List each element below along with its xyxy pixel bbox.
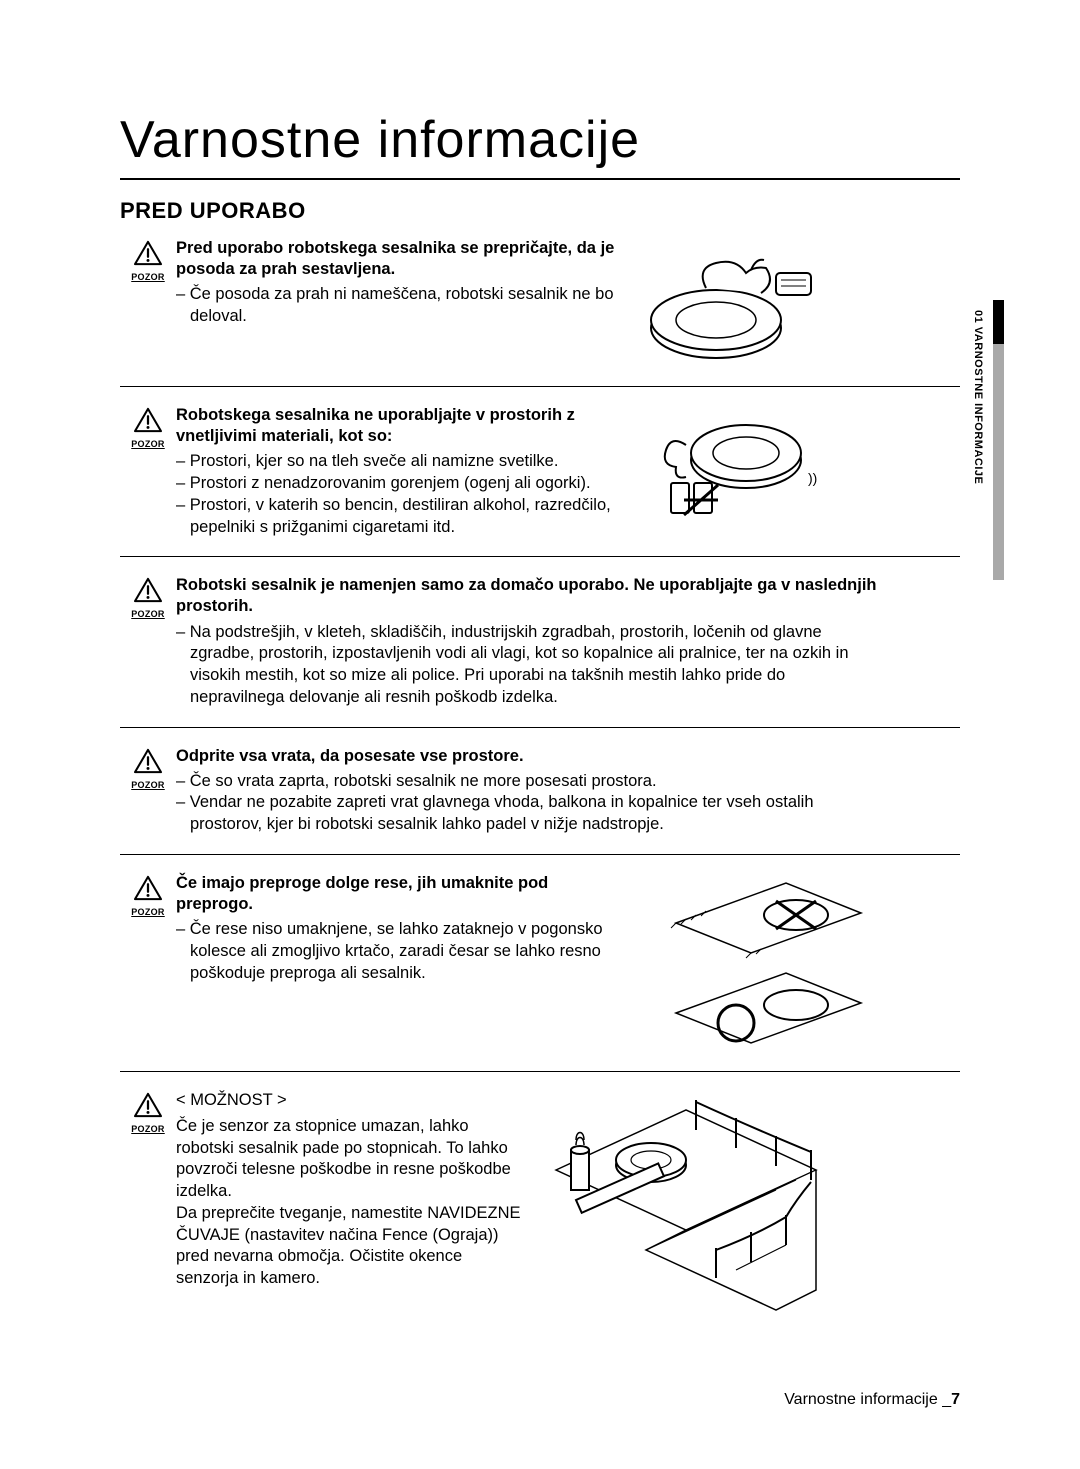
caution-block: POZOR < MOŽNOST > Če je senzor za stopni… <box>120 1090 960 1338</box>
caution-bold: Odprite vsa vrata, da posesate vse prost… <box>176 746 884 767</box>
caution-symbol: POZOR <box>120 1090 176 1134</box>
caution-block: POZOR Če imajo preproge dolge rese, jih … <box>120 873 960 1072</box>
caution-block: POZOR Odprite vsa vrata, da posesate vse… <box>120 746 960 855</box>
warning-triangle-icon <box>133 407 163 433</box>
warning-triangle-icon <box>133 748 163 774</box>
caution-line: – Na podstrešjih, v kleteh, skladiščih, … <box>176 622 884 709</box>
caution-line: – Če rese niso umaknjene, se lahko zatak… <box>176 919 624 984</box>
page-title: Varnostne informacije <box>120 110 960 180</box>
side-tab-marker <box>993 300 1004 344</box>
caution-line: – Prostori, kjer so na tleh sveče ali na… <box>176 451 624 473</box>
caution-line: – Če posoda za prah ni nameščena, robots… <box>176 284 624 328</box>
warning-triangle-icon <box>133 1092 163 1118</box>
carpet-icon <box>636 873 896 1053</box>
stairs-icon <box>536 1090 826 1320</box>
illustration-dustbin <box>636 238 826 368</box>
caution-bold: Robotski sesalnik je namenjen samo za do… <box>176 575 884 617</box>
footer-page-number: 7 <box>951 1391 960 1408</box>
caution-text: Odprite vsa vrata, da posesate vse prost… <box>176 746 896 836</box>
side-tab-label: 01 VARNOSTNE INFORMACIJE <box>972 310 984 484</box>
caution-label: POZOR <box>120 439 176 449</box>
caution-text: Robotski sesalnik je namenjen samo za do… <box>176 575 896 708</box>
caution-text: < MOŽNOST > Če je senzor za stopnice uma… <box>176 1090 536 1290</box>
warning-triangle-icon <box>133 240 163 266</box>
caution-para: Da preprečite tveganje, namestite NAVIDE… <box>176 1203 524 1290</box>
warning-triangle-icon <box>133 577 163 603</box>
dustbin-icon <box>636 238 826 368</box>
caution-label: POZOR <box>120 1124 176 1134</box>
caution-bold: Pred uporabo robotskega sesalnika se pre… <box>176 238 624 280</box>
illustration-stairs <box>536 1090 826 1320</box>
side-tab: 01 VARNOSTNE INFORMACIJE <box>968 300 1004 580</box>
side-tab-track <box>993 344 1004 580</box>
caution-bold: Robotskega sesalnika ne uporabljajte v p… <box>176 405 624 447</box>
illustration-carpet <box>636 873 896 1053</box>
caution-line: – Vendar ne pozabite zapreti vrat glavne… <box>176 792 884 836</box>
caution-para: Če je senzor za stopnice umazan, lahko r… <box>176 1116 524 1203</box>
caution-symbol: POZOR <box>120 405 176 449</box>
svg-text:)): )) <box>808 470 817 486</box>
caution-text: Robotskega sesalnika ne uporabljajte v p… <box>176 405 636 538</box>
section-heading: PRED UPORABO <box>120 198 960 224</box>
caution-symbol: POZOR <box>120 746 176 790</box>
caution-symbol: POZOR <box>120 873 176 917</box>
caution-text: Če imajo preproge dolge rese, jih umakni… <box>176 873 636 985</box>
caution-block: POZOR Robotski sesalnik je namenjen samo… <box>120 575 960 727</box>
option-heading: < MOŽNOST > <box>176 1090 524 1112</box>
caution-label: POZOR <box>120 907 176 917</box>
caution-symbol: POZOR <box>120 238 176 282</box>
caution-symbol: POZOR <box>120 575 176 619</box>
caution-line: – Prostori, v katerih so bencin, destili… <box>176 495 624 539</box>
caution-label: POZOR <box>120 780 176 790</box>
caution-bold: Če imajo preproge dolge rese, jih umakni… <box>176 873 624 915</box>
flammable-icon: )) <box>636 405 826 535</box>
caution-text: Pred uporabo robotskega sesalnika se pre… <box>176 238 636 328</box>
caution-line: – Prostori z nenadzorovanim gorenjem (og… <box>176 473 624 495</box>
caution-line: – Če so vrata zaprta, robotski sesalnik … <box>176 771 884 793</box>
page-footer: Varnostne informacije _7 <box>784 1391 960 1409</box>
illustration-flammable: )) <box>636 405 826 535</box>
footer-text: Varnostne informacije _ <box>784 1391 951 1408</box>
caution-block: POZOR Pred uporabo robotskega sesalnika … <box>120 238 960 387</box>
caution-label: POZOR <box>120 609 176 619</box>
caution-label: POZOR <box>120 272 176 282</box>
page: Varnostne informacije PRED UPORABO POZOR… <box>0 0 1080 1416</box>
caution-block: POZOR Robotskega sesalnika ne uporabljaj… <box>120 405 960 557</box>
warning-triangle-icon <box>133 875 163 901</box>
